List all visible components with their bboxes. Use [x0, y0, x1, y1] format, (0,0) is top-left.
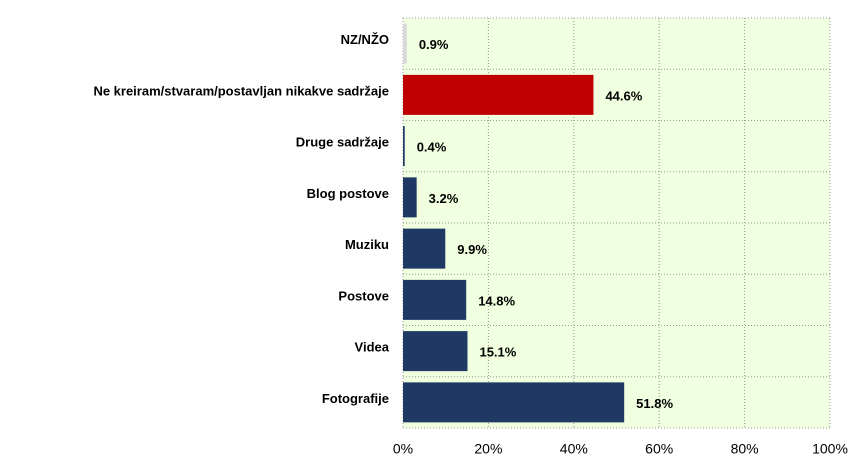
x-tick-label: 80%: [731, 441, 759, 457]
data-label: 9.9%: [457, 242, 487, 257]
x-tick-label: 60%: [645, 441, 673, 457]
bar: [403, 382, 625, 423]
category-label: Muziku: [345, 237, 389, 252]
bar: [403, 74, 594, 115]
data-label: 0.9%: [419, 37, 449, 52]
data-label: 3.2%: [429, 191, 459, 206]
bar: [403, 23, 407, 64]
category-label: Blog postove: [307, 186, 389, 201]
bar: [403, 177, 417, 218]
x-tick-label: 0%: [393, 441, 413, 457]
x-tick-label: 100%: [812, 441, 848, 457]
category-label: Fotografije: [322, 391, 389, 406]
data-label: 44.6%: [605, 88, 642, 103]
data-label: 15.1%: [479, 345, 516, 360]
category-label: Druge sadržaje: [296, 135, 389, 150]
data-label: 14.8%: [478, 293, 515, 308]
x-tick-label: 20%: [474, 441, 502, 457]
bar: [403, 331, 468, 372]
bar: [403, 126, 405, 167]
data-label: 0.4%: [417, 140, 447, 155]
category-label: Videa: [355, 340, 390, 355]
category-label: Ne kreiram/stvaram/postavljan nikakve sa…: [93, 83, 389, 98]
category-label: Postove: [338, 288, 389, 303]
data-label: 51.8%: [636, 396, 673, 411]
category-label: NZ/NŽO: [341, 32, 389, 47]
bar: [403, 228, 446, 269]
x-tick-label: 40%: [560, 441, 588, 457]
bar: [403, 279, 467, 320]
